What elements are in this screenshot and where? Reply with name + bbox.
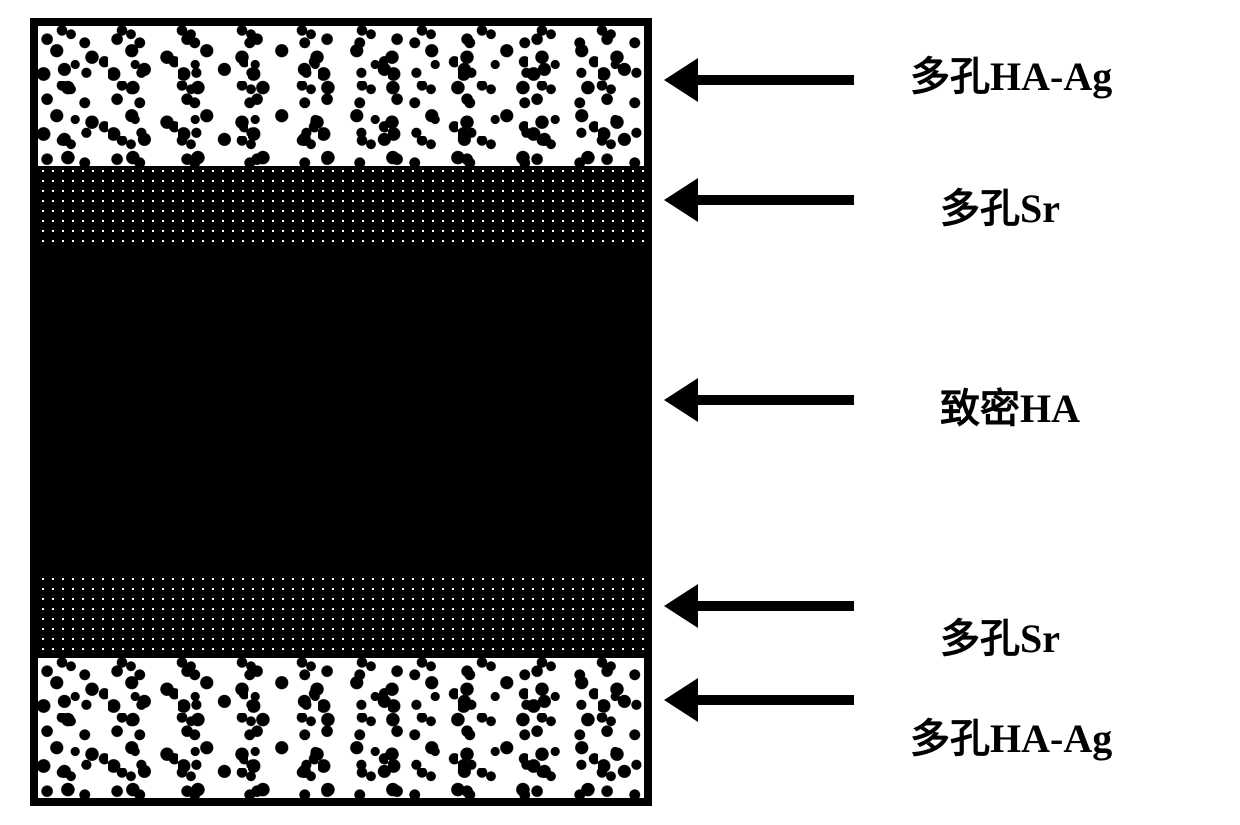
arrow-shaft [698, 395, 854, 405]
layer-mid-ha [38, 250, 644, 574]
layer-label: 多孔HA-Ag [910, 706, 1112, 764]
layer-top-haag [38, 26, 644, 166]
layer-stack [30, 18, 652, 806]
layer-bot-haag [38, 658, 644, 798]
layer-label: 多孔Sr [940, 176, 1060, 234]
arrow-head-icon [664, 584, 698, 628]
layer-label: 多孔HA-Ag [910, 44, 1112, 102]
arrow-shaft [698, 195, 854, 205]
arrow-head-icon [664, 178, 698, 222]
diagram-root: 多孔HA-Ag 多孔Sr 致密HA 多孔Sr 多孔HA-Ag [0, 0, 1240, 825]
arrow-head-icon [664, 58, 698, 102]
arrow-shaft [698, 695, 854, 705]
arrow-shaft [698, 75, 854, 85]
arrow-head-icon [664, 378, 698, 422]
layer-label: 多孔Sr [940, 606, 1060, 664]
arrow-head-icon [664, 678, 698, 722]
layer-label: 致密HA [940, 376, 1080, 434]
layer-top-sr [38, 166, 644, 250]
arrow-shaft [698, 601, 854, 611]
layer-bot-sr [38, 574, 644, 658]
